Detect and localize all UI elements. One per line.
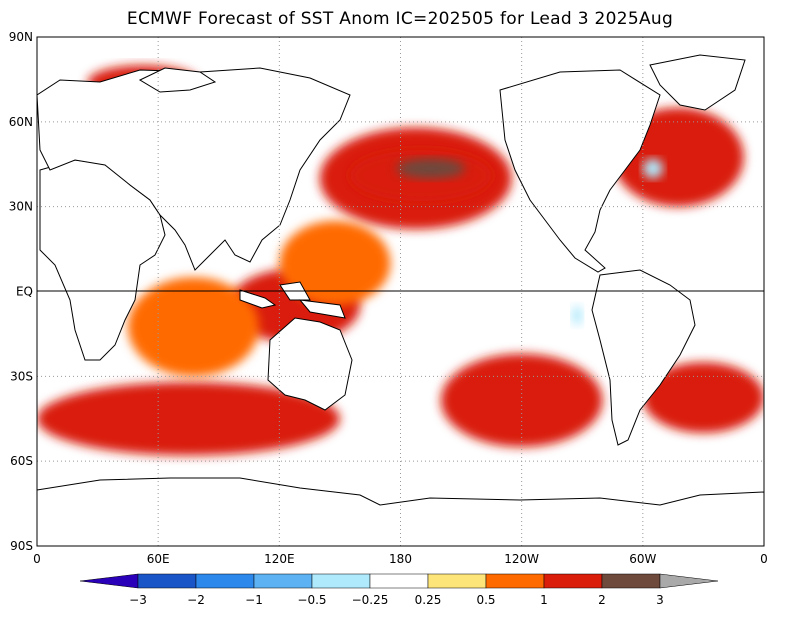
continent-south-america [591,269,696,446]
lat-label: 90S [10,539,33,553]
colorbar-label: 1 [540,593,548,607]
continent-eurasia [37,67,351,271]
colorbar-label: 0.5 [476,593,495,607]
colorbar-label: 3 [656,593,664,607]
colorbar-swatch [311,573,371,589]
colorbar-label: 2 [598,593,606,607]
continents [37,54,764,546]
map-title: ECMWF Forecast of SST Anom IC=202505 for… [126,9,674,29]
colorbar-label: −2 [187,593,205,607]
lat-label: 30S [10,369,33,383]
colorbar-swatch [601,573,661,589]
lon-label: 0 [33,552,41,566]
continent-antarctica [37,477,764,546]
anomaly-indian-ocean-tropical [127,277,260,377]
lat-label: 60S [10,454,33,468]
lon-label: 180 [389,552,412,566]
anomaly-eastern-pacific-near-neutral [410,249,593,320]
lon-label: 120E [264,552,295,566]
plot-frame [36,36,765,547]
colorbar-swatch [369,573,429,589]
anomaly-south-pacific [440,353,603,448]
latitude-labels: 90N 60N 30N EQ 30S 60S 90S [9,30,33,553]
colorbar-label: −0.25 [352,593,389,607]
anomaly-west-pacific-tropical [279,220,391,306]
lat-label: 90N [9,30,33,44]
anomaly-regions [37,65,764,456]
colorbar-swatch [543,573,603,589]
anomaly-labrador-cool [642,158,664,179]
colorbar-label: 0.25 [415,593,442,607]
anomaly-southern-indian-ocean [37,381,340,456]
anomaly-south-atlantic [642,362,764,433]
continent-north-america [499,69,661,273]
colorbar-label: −1 [245,593,263,607]
islands-indonesia [239,281,346,319]
colorbar-labels: −3 −2 −1 −0.5 −0.25 0.25 0.5 1 2 3 [129,593,664,607]
anomaly-peru-cool [572,305,583,326]
greenland [649,54,746,111]
colorbar-left-arrow [79,573,139,589]
lon-label: 0 [760,552,768,566]
lat-label: EQ [16,285,33,299]
lon-label: 60W [629,552,656,566]
arctic-islands [138,67,217,93]
plot-area [37,37,764,546]
lon-label: 60E [147,552,170,566]
colorbar-right-arrow [659,573,719,589]
colorbar-swatch [195,573,255,589]
lat-label: 60N [9,115,33,129]
colorbar-label: −0.5 [297,593,326,607]
graticule [37,37,764,546]
anomaly-north-pacific-peak [396,158,466,179]
colorbar-swatch [427,573,487,589]
colorbar [79,573,719,589]
lat-label: 30N [9,200,33,214]
colorbar-label: −3 [129,593,147,607]
lon-label: 120W [504,552,539,566]
colorbar-swatch [485,573,545,589]
colorbar-swatch [253,573,313,589]
longitude-labels: 0 60E 120E 180 120W 60W 0 [33,552,768,566]
colorbar-swatch [137,573,197,589]
